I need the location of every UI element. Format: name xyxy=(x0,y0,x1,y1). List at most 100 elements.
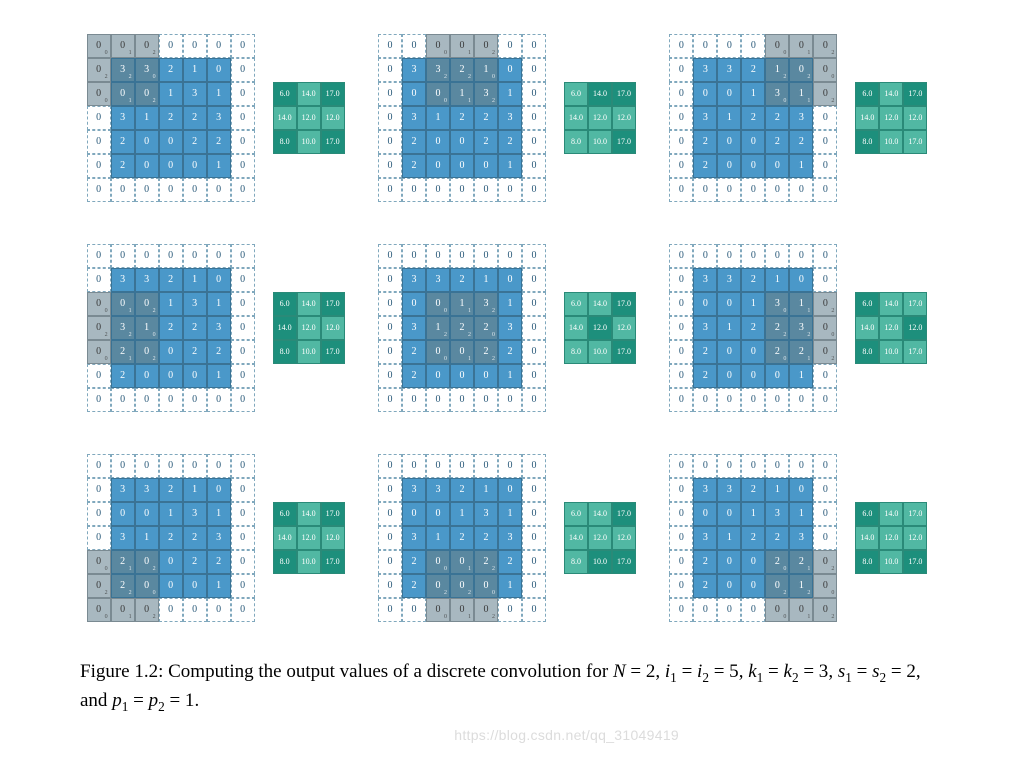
padding-cell: 0 xyxy=(378,178,402,202)
padding-cell: 0 xyxy=(231,526,255,550)
input-cell: 0 xyxy=(207,58,231,82)
padding-cell: 0 xyxy=(474,454,498,478)
output-cell: 8.0 xyxy=(273,550,297,574)
input-cell: 3 xyxy=(693,268,717,292)
input-cell: 10 xyxy=(474,58,498,82)
kernel-subscript: 2 xyxy=(153,356,156,362)
padding-cell: 0 xyxy=(231,478,255,502)
padding-cell: 0 xyxy=(207,34,231,58)
input-grid: 0000000033210000001132100312222030020001… xyxy=(378,244,546,412)
input-cell: 3 xyxy=(183,502,207,526)
padding-cell: 0 xyxy=(135,178,159,202)
output-cell: 14.0 xyxy=(273,316,297,340)
input-cell: 00 xyxy=(426,292,450,316)
padding-cell: 0 xyxy=(426,178,450,202)
output-cell: 14.0 xyxy=(273,106,297,130)
padding-cell: 0 xyxy=(693,598,717,622)
padding-cell: 0 xyxy=(813,130,837,154)
conv-panel: 0000000102033212020000013011020312230020… xyxy=(669,25,927,210)
padding-cell: 0 xyxy=(426,388,450,412)
input-cell: 0 xyxy=(741,364,765,388)
input-cell: 2 xyxy=(498,340,522,364)
padding-cell: 0 xyxy=(378,316,402,340)
padding-cell: 0 xyxy=(231,316,255,340)
kernel-subscript: 1 xyxy=(807,50,810,56)
input-cell: 0 xyxy=(717,364,741,388)
input-cell: 1 xyxy=(159,502,183,526)
input-cell: 0 xyxy=(402,82,426,106)
input-cell: 0 xyxy=(159,550,183,574)
input-cell: 21 xyxy=(789,340,813,364)
kernel-subscript: 1 xyxy=(468,308,471,314)
padding-cell: 0 xyxy=(135,454,159,478)
input-cell: 0 xyxy=(159,364,183,388)
input-cell: 3 xyxy=(789,106,813,130)
padding-cell: 0 xyxy=(813,268,837,292)
padding-cell: 01 xyxy=(111,598,135,622)
padding-cell: 0 xyxy=(669,244,693,268)
input-cell: 3 xyxy=(693,58,717,82)
input-cell: 2 xyxy=(741,316,765,340)
padding-cell: 00 xyxy=(87,82,111,106)
output-cell: 12.0 xyxy=(612,106,636,130)
output-cell: 10.0 xyxy=(588,550,612,574)
padding-cell: 0 xyxy=(231,502,255,526)
padding-cell: 0 xyxy=(87,454,111,478)
padding-cell: 0 xyxy=(813,388,837,412)
input-cell: 20 xyxy=(765,340,789,364)
padding-cell: 02 xyxy=(474,598,498,622)
padding-cell: 0 xyxy=(87,244,111,268)
output-cell: 8.0 xyxy=(273,130,297,154)
cap-k-val: = 3 xyxy=(799,661,829,682)
padding-cell: 0 xyxy=(231,130,255,154)
output-grid: 6.014.017.014.012.012.08.010.017.0 xyxy=(564,292,636,364)
input-cell: 02 xyxy=(789,58,813,82)
kernel-subscript: 1 xyxy=(129,356,132,362)
input-cell: 0 xyxy=(717,340,741,364)
padding-cell: 0 xyxy=(378,130,402,154)
padding-cell: 0 xyxy=(498,178,522,202)
conv-panel: 0000000033210000013100312230002102022002… xyxy=(87,445,345,630)
padding-cell: 0 xyxy=(522,502,546,526)
input-cell: 22 xyxy=(765,316,789,340)
input-cell: 2 xyxy=(111,130,135,154)
padding-cell: 0 xyxy=(693,454,717,478)
padding-cell: 0 xyxy=(378,454,402,478)
input-cell: 2 xyxy=(498,130,522,154)
conv-panel: 0000000033210000001132100312222030020001… xyxy=(378,235,636,420)
cap-p-val: = 1 xyxy=(165,690,195,711)
kernel-subscript: 2 xyxy=(492,614,495,620)
output-cell: 14.0 xyxy=(273,526,297,550)
input-cell: 3 xyxy=(426,478,450,502)
input-cell: 0 xyxy=(498,58,522,82)
input-cell: 11 xyxy=(450,292,474,316)
padding-cell: 0 xyxy=(378,574,402,598)
input-cell: 22 xyxy=(474,340,498,364)
output-cell: 6.0 xyxy=(273,82,297,106)
padding-cell: 0 xyxy=(669,178,693,202)
output-grid: 6.014.017.014.012.012.08.010.017.0 xyxy=(564,82,636,154)
padding-cell: 00 xyxy=(87,550,111,574)
output-cell: 14.0 xyxy=(564,316,588,340)
output-cell: 14.0 xyxy=(879,502,903,526)
conv-panel: 0001020000023230210000010213100312230020… xyxy=(87,25,345,210)
output-cell: 12.0 xyxy=(612,316,636,340)
input-cell: 0 xyxy=(474,154,498,178)
padding-cell: 0 xyxy=(813,526,837,550)
input-grid: 0000000102033212020000013011020312230020… xyxy=(669,34,837,202)
input-cell: 1 xyxy=(183,58,207,82)
kernel-subscript: 0 xyxy=(831,74,834,80)
input-cell: 3 xyxy=(402,526,426,550)
kernel-subscript: 2 xyxy=(807,74,810,80)
output-cell: 12.0 xyxy=(903,316,927,340)
padding-cell: 02 xyxy=(813,34,837,58)
padding-cell: 0 xyxy=(87,106,111,130)
kernel-subscript: 2 xyxy=(468,590,471,596)
input-cell: 1 xyxy=(207,82,231,106)
padding-cell: 0 xyxy=(765,388,789,412)
input-cell: 3 xyxy=(207,316,231,340)
padding-cell: 0 xyxy=(522,454,546,478)
padding-cell: 0 xyxy=(378,388,402,412)
input-grid: 0000000033210000013100312230020020210202… xyxy=(669,454,837,622)
padding-cell: 0 xyxy=(498,244,522,268)
